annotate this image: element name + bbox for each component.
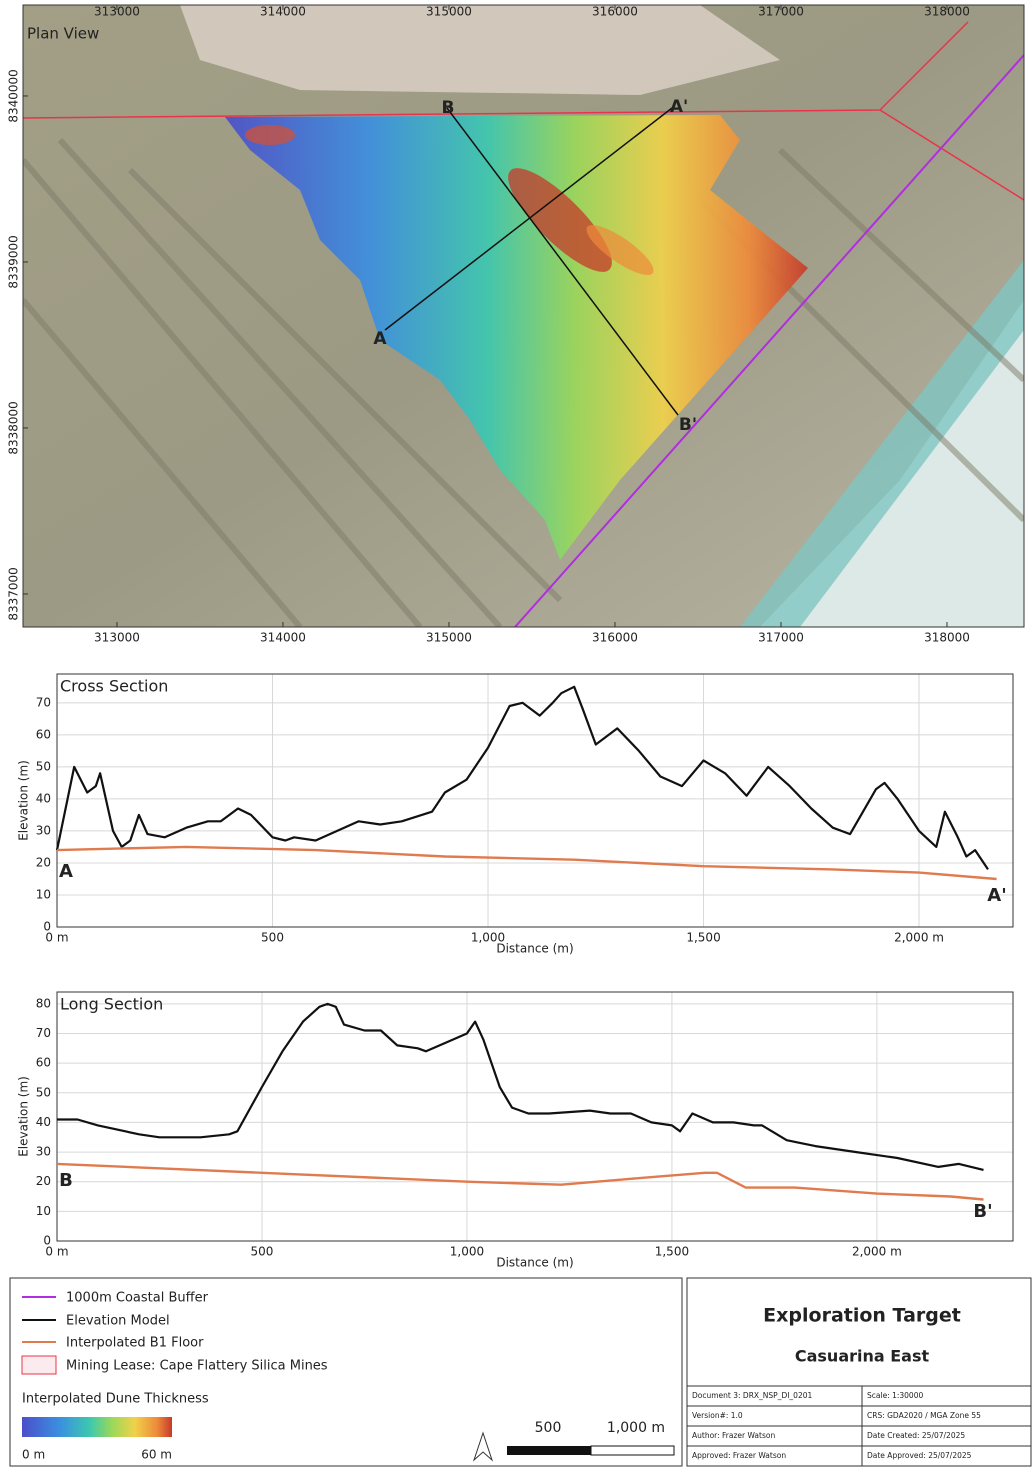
y-tick-label: 8340000 [7, 69, 21, 122]
table-cell: Author: Frazer Watson [692, 1431, 775, 1440]
y-tick-label: 10 [36, 887, 51, 901]
table-cell: Document 3: DRX_NSP_DI_0201 [692, 1391, 812, 1400]
x-tick-label: 500 [261, 931, 284, 945]
y-axis-label: Elevation (m) [17, 1076, 31, 1157]
x-tick-label: 1,000 [450, 1245, 484, 1259]
y-tick-label: 10 [36, 1204, 51, 1218]
legend-label: Elevation Model [66, 1314, 170, 1329]
x-tick-label: 1,500 [655, 1245, 689, 1259]
y-axis-label: Elevation (m) [17, 760, 31, 841]
colorbar-title: Interpolated Dune Thickness [22, 1392, 209, 1407]
y-tick-label: 8338000 [7, 401, 21, 454]
y-tick-label: 60 [36, 1056, 51, 1070]
x-tick-label: 0 m [45, 1245, 68, 1259]
table-cell: Version#: 1.0 [692, 1411, 743, 1420]
map-image [23, 5, 1024, 627]
table-cell: Date Approved: 25/07/2025 [867, 1451, 972, 1460]
x-tick-label: 1,500 [686, 931, 720, 945]
table-cell: Date Created: 25/07/2025 [867, 1431, 965, 1440]
section-label: A' [670, 97, 688, 117]
scale-label: 1,000 m [607, 1420, 665, 1436]
colorbar-label: 0 m [22, 1448, 45, 1462]
y-tick-label: 50 [36, 1085, 51, 1099]
y-tick-label: 8337000 [7, 567, 21, 620]
x-tick-label: 317000 [758, 631, 804, 645]
scale-bar [591, 1446, 674, 1455]
x-tick-label: 316000 [592, 631, 638, 645]
y-tick-label: 80 [36, 996, 51, 1010]
y-tick-label: 60 [36, 727, 51, 741]
y-tick-label: 70 [36, 695, 51, 709]
colorbar-label: 60 m [141, 1448, 172, 1462]
chart-title: Cross Section [60, 677, 168, 696]
y-tick-label: 40 [36, 791, 51, 805]
y-tick-label: 30 [36, 823, 51, 837]
x-tick-label: 315000 [426, 631, 472, 645]
x-tick-label: 2,000 m [894, 931, 944, 945]
legend-label: Interpolated B1 Floor [66, 1336, 204, 1351]
map-title: Plan View [27, 25, 99, 43]
x-tick-label: 313000 [94, 631, 140, 645]
y-tick-label: 50 [36, 759, 51, 773]
x-tick-label: 318000 [924, 631, 970, 645]
annotation: B' [973, 1201, 992, 1222]
legend-label: 1000m Coastal Buffer [66, 1291, 209, 1306]
annotation: B [59, 1170, 73, 1191]
y-tick-label: 30 [36, 1145, 51, 1159]
annotation: A [59, 861, 73, 882]
x-tick-label: 500 [251, 1245, 274, 1259]
section-label: B [442, 98, 455, 118]
table-cell: CRS: GDA2020 / MGA Zone 55 [867, 1411, 981, 1420]
section-label: A [373, 329, 387, 349]
x-axis-label: Distance (m) [496, 1256, 573, 1270]
x-tick-label: 2,000 m [852, 1245, 902, 1259]
x-tick-label: 0 m [45, 931, 68, 945]
subtitle: Casuarina East [795, 1347, 930, 1366]
scale-bar [507, 1446, 591, 1455]
legend-swatch [22, 1356, 56, 1374]
y-tick-label: 70 [36, 1026, 51, 1040]
annotation: A' [987, 885, 1006, 906]
title: Exploration Target [763, 1305, 961, 1327]
y-tick-label: 40 [36, 1115, 51, 1129]
y-tick-label: 20 [36, 855, 51, 869]
section-label: B' [679, 415, 697, 435]
table-cell: Scale: 1:30000 [867, 1391, 923, 1400]
chart-title: Long Section [60, 995, 163, 1014]
scale-label: 500 [535, 1420, 562, 1436]
page: Plan View A A' B B' 1000m Coastal Buffer… [0, 0, 1032, 1467]
y-tick-label: 8339000 [7, 235, 21, 288]
table-cell: Approved: Frazer Watson [692, 1451, 786, 1460]
y-tick-label: 20 [36, 1174, 51, 1188]
legend-label: Mining Lease: Cape Flattery Silica Mines [66, 1359, 328, 1374]
x-axis-label: Distance (m) [496, 942, 573, 956]
x-tick-label: 314000 [260, 631, 306, 645]
colorbar [22, 1417, 172, 1437]
